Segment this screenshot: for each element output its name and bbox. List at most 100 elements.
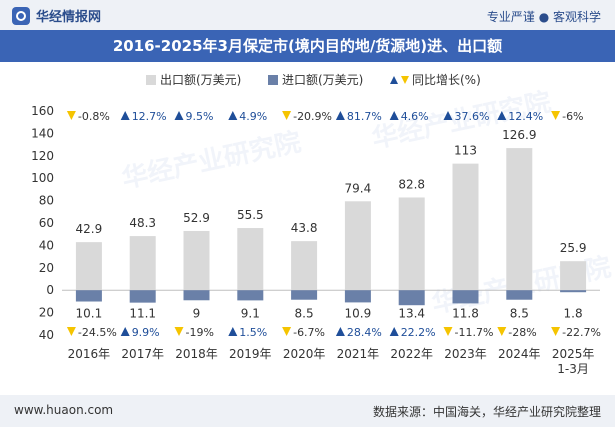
data-source: 数据来源：中国海关，华经产业研究院整理 (372, 405, 601, 419)
x-tick-label: 2017年 (121, 347, 164, 361)
export-growth-label: 12.7% (132, 110, 167, 123)
tagline: 专业严谨 ● 客观科学 (486, 10, 601, 24)
import-growth-label: -19% (186, 326, 214, 339)
brand-name: 华经情报网 (36, 10, 102, 25)
export-bar (344, 201, 371, 291)
import-value-label: 13.4 (398, 307, 425, 321)
export-growth-up-icon (120, 111, 130, 120)
import-growth-label: 9.9% (132, 326, 160, 339)
x-tick-label: 2020年 (283, 347, 326, 361)
import-value-label: 11.8 (452, 307, 479, 321)
x-tick-label: 2022年 (390, 347, 433, 361)
export-value-label: 48.3 (129, 216, 156, 230)
export-growth-label: 4.9% (239, 110, 267, 123)
y-tick-label: 40 (39, 238, 54, 252)
export-growth-label: -0.8% (78, 110, 110, 123)
legend-down-triangle (401, 76, 409, 84)
import-growth-up-icon (228, 327, 238, 336)
export-bar (237, 228, 264, 291)
export-growth-label: 9.5% (186, 110, 214, 123)
x-tick-label: 2019年 (229, 347, 272, 361)
import-value-label: 8.5 (295, 307, 314, 321)
x-tick-label: 1-3月 (557, 362, 589, 376)
export-growth-up-icon (443, 111, 453, 120)
legend-export-swatch (146, 75, 156, 85)
export-growth-up-icon (389, 111, 399, 120)
export-value-label: 52.9 (183, 211, 210, 225)
import-value-label: 11.1 (129, 307, 156, 321)
import-growth-down-icon (551, 327, 561, 336)
import-value-label: 8.5 (510, 307, 529, 321)
x-tick-label: 2025年 (552, 347, 595, 361)
export-growth-up-icon (228, 111, 238, 120)
import-bar (75, 290, 102, 302)
legend-import-label: 进口额(万美元) (282, 73, 363, 87)
export-growth-label: 37.6% (455, 110, 490, 123)
export-bar (560, 261, 587, 291)
brand: 华经情报网 (12, 6, 101, 25)
export-value-label: 113 (454, 144, 477, 158)
import-bar (560, 290, 587, 293)
y-tick-label: 60 (39, 216, 54, 230)
export-growth-up-icon (497, 111, 507, 120)
import-bar (291, 290, 318, 300)
legend-up-triangle (390, 76, 398, 84)
x-tick-label: 2023年 (444, 347, 487, 361)
y-tick-label: 40 (39, 328, 54, 342)
y-tick-label: 0 (46, 283, 54, 297)
export-value-label: 82.8 (398, 177, 425, 191)
x-tick-label: 2021年 (337, 347, 380, 361)
import-growth-label: -11.7% (455, 326, 494, 339)
export-growth-label: -6% (562, 110, 583, 123)
export-growth-down-icon (66, 111, 76, 120)
export-growth-down-icon (282, 111, 292, 120)
import-value-label: 9.1 (241, 307, 260, 321)
import-growth-down-icon (443, 327, 453, 336)
export-value-label: 42.9 (76, 222, 103, 236)
x-tick-label: 2016年 (68, 347, 111, 361)
import-growth-down-icon (282, 327, 292, 336)
import-bar (398, 290, 425, 306)
huajing-logo-icon (12, 6, 30, 25)
import-growth-label: -28% (508, 326, 536, 339)
export-bar (506, 148, 533, 291)
export-value-label: 126.9 (502, 128, 536, 142)
import-value-label: 9 (193, 307, 201, 321)
export-value-label: 25.9 (560, 241, 587, 255)
import-growth-label: -24.5% (78, 326, 117, 339)
footer: www.huaon.com 数据来源：中国海关，华经产业研究院整理 (0, 395, 615, 427)
import-growth-up-icon (120, 327, 130, 336)
export-bar (398, 197, 425, 291)
bar-chart: 出口额(万美元) 进口额(万美元) 同比增长(%) 160 140 120 100 80 60 4… (31, 73, 601, 376)
export-growth-label: -20.9% (293, 110, 332, 123)
export-growth-label: 12.4% (508, 110, 543, 123)
y-tick-label: 140 (31, 126, 54, 140)
import-value-label: 1.8 (564, 307, 583, 321)
import-bar (506, 290, 533, 300)
export-growth-up-icon (174, 111, 184, 120)
import-growth-label: -22.7% (562, 326, 601, 339)
import-growth-label: 22.2% (401, 326, 436, 339)
import-bar (344, 290, 371, 303)
top-bar: 华经情报网 专业严谨 ● 客观科学 (0, 0, 615, 30)
import-growth-down-icon (66, 327, 76, 336)
export-bar (75, 242, 102, 291)
title-bar: 2016-2025年3月保定市(境内目的地/货源地)进、出口额 (0, 30, 615, 62)
website-link[interactable]: www.huaon.com (14, 403, 114, 417)
y-tick-label: 160 (31, 104, 54, 118)
export-bar (452, 163, 479, 291)
legend-import-swatch (268, 75, 278, 85)
import-growth-up-icon (389, 327, 399, 336)
import-growth-label: -6.7% (293, 326, 325, 339)
import-bar (129, 290, 156, 303)
legend-export-label: 出口额(万美元) (160, 73, 241, 87)
y-tick-label: 20 (39, 306, 54, 320)
y-tick-label: 100 (31, 171, 54, 185)
chart-title: 2016-2025年3月保定市(境内目的地/货源地)进、出口额 (112, 37, 503, 55)
export-value-label: 79.4 (345, 181, 372, 195)
import-bar (237, 290, 264, 301)
export-growth-down-icon (551, 111, 561, 120)
export-bar (183, 230, 210, 291)
y-tick-label: 120 (31, 149, 54, 163)
import-growth-down-icon (497, 327, 507, 336)
